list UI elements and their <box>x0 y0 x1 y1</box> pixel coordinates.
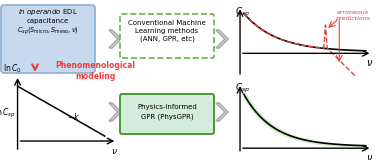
Text: $\nu$: $\nu$ <box>366 152 373 160</box>
Text: $\nu$: $\nu$ <box>366 58 373 68</box>
Text: $C_{sp}(S_{\rm micro},S_{\rm meso},\nu)$: $C_{sp}(S_{\rm micro},S_{\rm meso},\nu)$ <box>17 25 79 37</box>
Text: capacitance: capacitance <box>27 18 69 24</box>
Text: erroneous
predictions: erroneous predictions <box>335 10 370 21</box>
Text: $\ln C_{sp}$: $\ln C_{sp}$ <box>0 107 16 120</box>
FancyBboxPatch shape <box>120 94 214 134</box>
Text: (ANN, GPR, etc): (ANN, GPR, etc) <box>139 36 194 42</box>
Text: Physics-informed: Physics-informed <box>137 104 197 110</box>
Text: $-k$: $-k$ <box>67 111 80 122</box>
Text: $\it{in\ operando}$ EDL: $\it{in\ operando}$ EDL <box>18 7 78 17</box>
Text: $\ln C_0$: $\ln C_0$ <box>3 63 22 75</box>
Text: Conventional Machine: Conventional Machine <box>128 20 206 26</box>
Text: GPR (PhysGPR): GPR (PhysGPR) <box>141 114 193 120</box>
FancyBboxPatch shape <box>1 5 95 73</box>
Text: Learning methods: Learning methods <box>135 28 198 34</box>
Text: $C_{sp}$: $C_{sp}$ <box>235 5 250 19</box>
Text: Phenomenological
modeling: Phenomenological modeling <box>55 61 135 81</box>
FancyBboxPatch shape <box>120 14 214 58</box>
Text: $C_{sp}$: $C_{sp}$ <box>235 81 250 95</box>
Text: $\nu$: $\nu$ <box>111 147 118 156</box>
